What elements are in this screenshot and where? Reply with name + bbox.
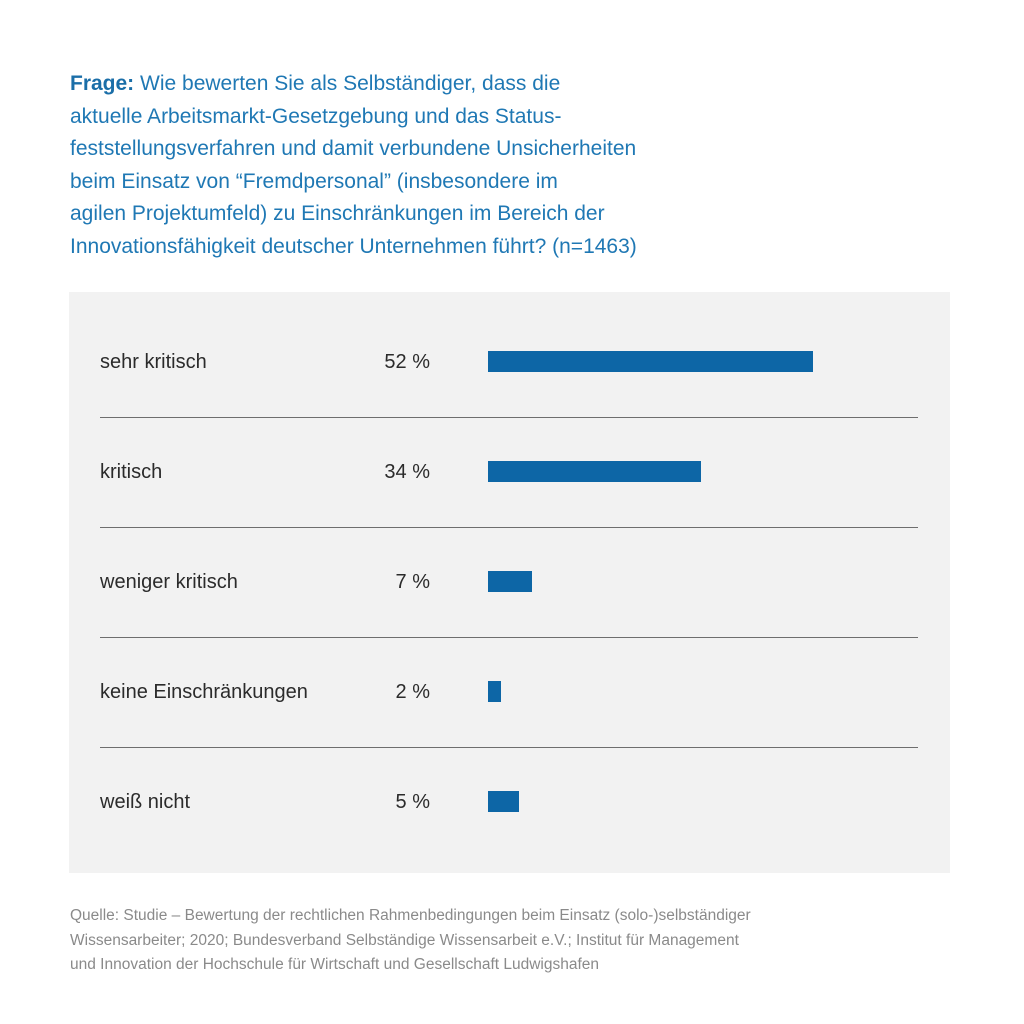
- category-label: kritisch: [100, 461, 163, 483]
- row-divider: [100, 747, 918, 748]
- question-label: Frage:: [70, 72, 135, 95]
- category-label: weiß nicht: [100, 791, 191, 813]
- value-label: 52 %: [384, 351, 430, 373]
- category-label: weniger kritisch: [100, 571, 238, 593]
- question-text: Frage: Wie bewerten Sie als Selbständige…: [70, 68, 770, 264]
- value-label: 7 %: [395, 571, 430, 593]
- category-label: keine Einschränkungen: [100, 681, 308, 703]
- value-label: 5 %: [395, 791, 430, 813]
- row-divider: [100, 417, 918, 418]
- question-line-text: Wie bewerten Sie als Selbständiger, dass…: [134, 72, 561, 95]
- bar: [488, 351, 813, 372]
- bar: [488, 791, 519, 812]
- question-line: beim Einsatz von “Fremdpersonal” (insbes…: [70, 169, 558, 193]
- row-divider: [100, 527, 918, 528]
- question-line: feststellungsverfahren und damit verbund…: [70, 137, 637, 161]
- source-note: Quelle: Studie – Bewertung der rechtlich…: [70, 904, 930, 978]
- source-line: und Innovation der Hochschule für Wirtsc…: [70, 956, 600, 973]
- bar: [488, 461, 701, 482]
- value-label: 34 %: [384, 461, 430, 483]
- bar: [488, 571, 532, 592]
- question-line: Frage: Wie bewerten Sie als Selbständige…: [70, 68, 770, 101]
- value-label: 2 %: [395, 681, 430, 703]
- category-label: sehr kritisch: [100, 351, 207, 373]
- question-line: Innovationsfähigkeit deutscher Unternehm…: [70, 234, 637, 258]
- source-line: Quelle: Studie – Bewertung der rechtlich…: [70, 907, 751, 924]
- bar: [488, 681, 501, 702]
- question-line: aktuelle Arbeitsmarkt-Gesetzgebung und d…: [70, 104, 562, 128]
- question-line: agilen Projektumfeld) zu Einschränkungen…: [70, 202, 605, 226]
- source-line: Wissensarbeiter; 2020; Bundesverband Sel…: [70, 931, 739, 949]
- row-divider: [100, 637, 918, 638]
